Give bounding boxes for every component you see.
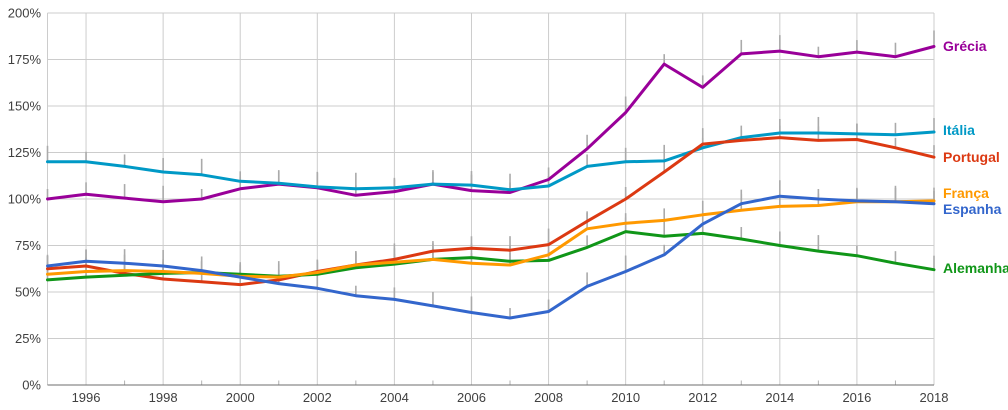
series-label-espanha: Espanha — [943, 200, 1002, 217]
y-axis-tick-label: 200% — [8, 6, 42, 21]
y-axis-tick-label: 0% — [22, 378, 41, 393]
x-axis-tick-label: 2004 — [380, 390, 409, 405]
x-axis-tick-label: 2016 — [842, 390, 871, 405]
y-axis-tick-label: 50% — [15, 285, 41, 300]
y-axis-tick-label: 175% — [8, 52, 42, 67]
x-axis-tick-label: 1996 — [72, 390, 101, 405]
y-axis-tick-label: 100% — [8, 192, 42, 207]
series-line-espanha — [46, 194, 936, 320]
x-axis-tick-label: 2008 — [534, 390, 563, 405]
series-label-grecia: Grécia — [943, 38, 987, 55]
y-axis-tick-label: 125% — [8, 145, 42, 160]
x-axis-tick-label: 2000 — [226, 390, 255, 405]
series-label-alemanha: Alemanha — [943, 259, 1008, 276]
x-axis-tick-label: 1998 — [149, 390, 178, 405]
y-axis-tick-label: 25% — [15, 331, 41, 346]
x-axis-tick-label: 2006 — [457, 390, 486, 405]
y-axis-tick-label: 75% — [15, 238, 41, 253]
x-axis-tick-label: 2010 — [611, 390, 640, 405]
series-label-portugal: Portugal — [943, 149, 1000, 166]
series-label-franca: França — [943, 184, 989, 201]
series-line-franca — [46, 199, 936, 279]
x-axis-tick-label: 2014 — [765, 390, 794, 405]
x-axis-tick-label: 2012 — [688, 390, 717, 405]
x-axis-tick-label: 2002 — [303, 390, 332, 405]
y-axis-tick-label: 150% — [8, 99, 42, 114]
series-line-italia — [46, 130, 936, 192]
series-line-portugal — [46, 136, 936, 287]
series-label-italia: Itália — [943, 122, 975, 139]
x-axis-tick-label: 2018 — [920, 390, 949, 405]
series-line-grecia — [46, 45, 936, 204]
